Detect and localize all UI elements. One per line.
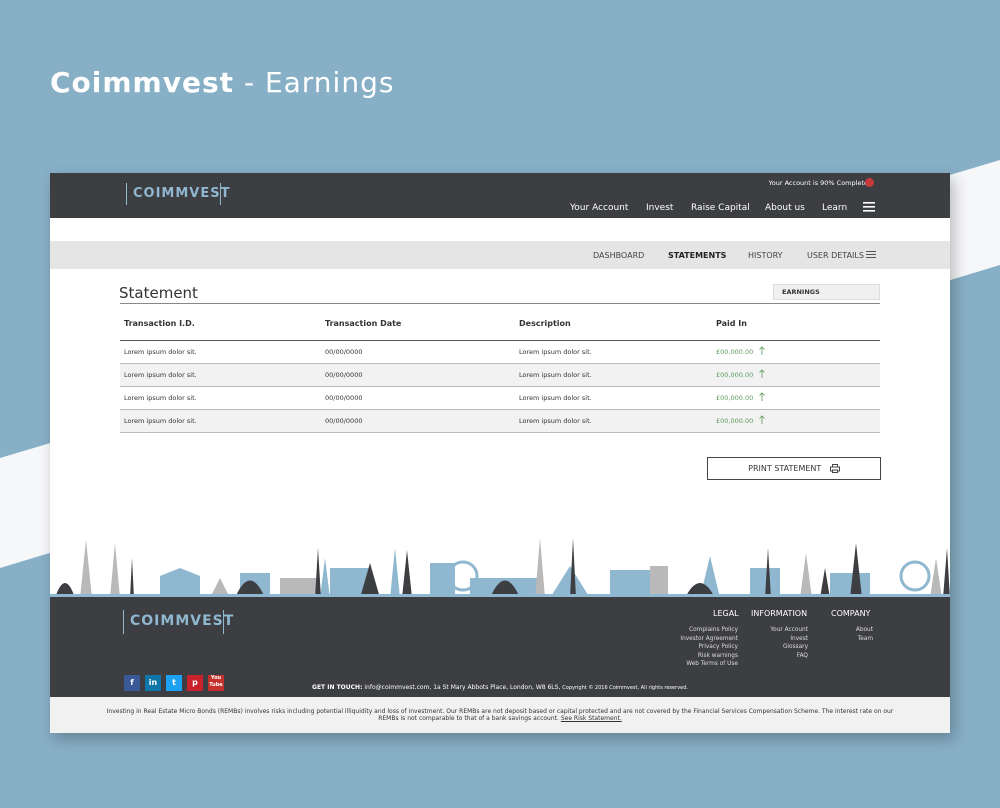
social-icon[interactable]: f	[124, 675, 140, 691]
footer-heading: LEGAL	[713, 609, 739, 618]
nav-item[interactable]: Your Account	[570, 203, 629, 213]
title-brand: Coimmvest	[50, 66, 235, 99]
column-header: Transaction I.D.	[124, 319, 195, 328]
cell: Lorem ipsum dolor sit.	[519, 417, 592, 425]
column-header: Description	[519, 319, 571, 328]
paid-arrow	[759, 346, 765, 357]
subnav-item[interactable]: DASHBOARD	[593, 251, 645, 260]
cell: Lorem ipsum dolor sit.	[124, 394, 197, 402]
paid-arrow	[759, 392, 765, 403]
footer-link[interactable]: Investor Agreement	[680, 635, 738, 642]
paid-arrow	[759, 369, 765, 380]
footer-link[interactable]: About	[855, 627, 873, 633]
cell: Lorem ipsum dolor sit.	[519, 394, 592, 402]
disclaimer: Investing in Real Estate Micro Bonds (RE…	[100, 708, 900, 722]
footer-logo[interactable]: COIMMVEST	[123, 610, 233, 634]
subnav-item[interactable]: STATEMENTS	[668, 251, 727, 260]
column-header: Paid In	[716, 319, 747, 328]
header-rule	[120, 340, 880, 341]
table-row	[120, 341, 880, 364]
logo[interactable]: COIMMVEST	[126, 183, 229, 205]
window: COIMMVEST Your Account is 90% Complete Y…	[50, 173, 950, 733]
social-icon[interactable]: You Tube	[208, 675, 224, 691]
cell: Lorem ipsum dolor sit.	[124, 417, 197, 425]
cell: 00/00/0000	[325, 394, 363, 402]
menu-icon[interactable]	[863, 202, 875, 212]
cell: Lorem ipsum dolor sit.	[124, 348, 197, 356]
subnav-item[interactable]: USER DETAILS	[807, 251, 864, 260]
cell: Lorem ipsum dolor sit.	[124, 371, 197, 379]
cell: Lorem ipsum dolor sit.	[519, 371, 592, 379]
risk-link[interactable]: See Risk Statement.	[560, 715, 622, 722]
nav-item[interactable]: Raise Capital	[691, 203, 750, 213]
footer-link[interactable]: Invest	[790, 635, 808, 642]
subnav-bar	[50, 241, 950, 269]
footer-heading: COMPANY	[831, 609, 871, 618]
footer-link[interactable]: Your Account	[770, 627, 808, 633]
contact-text: info@coimmvest.com, 1a St Mary Abbots Pl…	[364, 684, 561, 691]
cell: £00,000.00	[716, 371, 754, 379]
page-title: Coimmvest - Earnings	[50, 66, 394, 99]
cell: 00/00/0000	[325, 348, 363, 356]
table-row	[120, 410, 880, 433]
paid-arrow	[759, 415, 765, 426]
footer-link[interactable]: Web Terms of Use	[686, 661, 738, 667]
footer-link[interactable]: Risk warnings	[697, 652, 738, 659]
footer-link[interactable]: Complains Policy	[689, 627, 738, 633]
nav-item[interactable]: Invest	[646, 203, 674, 213]
footer-link[interactable]: Team	[857, 635, 873, 642]
nav-item[interactable]: About us	[765, 203, 805, 213]
column-header: Transaction Date	[325, 319, 402, 328]
nav-item[interactable]: Learn	[822, 203, 848, 213]
contact-label: GET IN TOUCH:	[312, 684, 363, 691]
footer-link[interactable]: FAQ	[796, 652, 808, 659]
header	[50, 173, 950, 218]
cell: £00,000.00	[716, 394, 754, 402]
cell: £00,000.00	[716, 348, 754, 356]
disclaimer-text: Investing in Real Estate Micro Bonds (RE…	[106, 708, 894, 722]
status-dot	[865, 178, 874, 187]
cell: Lorem ipsum dolor sit.	[519, 348, 592, 356]
cell: £00,000.00	[716, 417, 754, 425]
social-icon[interactable]: in	[145, 675, 161, 691]
social-icon[interactable]: p	[187, 675, 203, 691]
account-status: Your Account is 90% Complete	[768, 179, 868, 187]
cell: 00/00/0000	[325, 371, 363, 379]
contact-line: GET IN TOUCH: info@coimmvest.com, 1a St …	[50, 684, 950, 691]
heading-rule	[120, 303, 880, 304]
subnav-item[interactable]: HISTORY	[748, 251, 783, 260]
print-icon	[829, 464, 840, 473]
copyright: Copyright © 2016 Coimmvest, All rights r…	[562, 685, 688, 691]
title-rest: - Earnings	[243, 66, 395, 99]
table-row	[120, 387, 880, 410]
skyline	[50, 538, 950, 598]
statement-heading: Statement	[119, 284, 198, 302]
table-row	[120, 364, 880, 387]
button-label: PRINT STATEMENT	[748, 464, 822, 473]
footer-link[interactable]: Privacy Policy	[698, 644, 738, 650]
list-icon	[866, 251, 876, 258]
footer-heading: INFORMATION	[751, 609, 808, 618]
print-button[interactable]: PRINT STATEMENT	[707, 457, 881, 480]
social-icon[interactable]: t	[166, 675, 182, 691]
footer-link[interactable]: Glossary	[782, 644, 808, 650]
filter-select[interactable]: EARNINGS	[773, 284, 880, 300]
disclaimer-bar	[50, 697, 950, 733]
cell: 00/00/0000	[325, 417, 363, 425]
